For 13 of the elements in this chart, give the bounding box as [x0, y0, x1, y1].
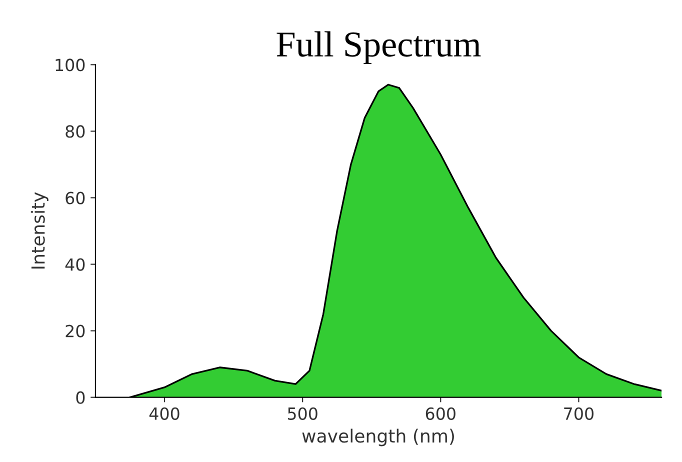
y-axis-title: Intensity: [30, 192, 48, 269]
y-tick-label: 100: [56, 58, 85, 72]
y-tick-label: 60: [66, 192, 85, 204]
x-tick-label: 400: [149, 407, 180, 420]
y-tick-label: 80: [66, 125, 85, 138]
y-tick-label: 40: [65, 258, 85, 271]
x-tick-label: 500: [288, 407, 318, 420]
x-axis-title: wavelength (nm): [302, 428, 454, 446]
x-tick-label: 700: [564, 407, 594, 420]
chart-title: Full Spectrum: [276, 31, 481, 64]
x-tick-label: 600: [426, 407, 456, 420]
y-tick-label: 0: [76, 391, 85, 404]
y-tick-label: 20: [66, 324, 85, 338]
